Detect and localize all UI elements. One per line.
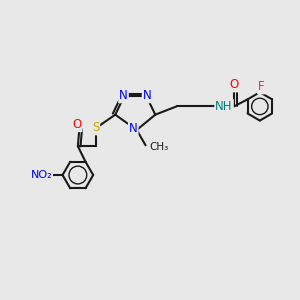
Text: NH: NH [215, 100, 233, 113]
Text: N: N [129, 122, 138, 135]
Text: CH₃: CH₃ [149, 142, 168, 152]
Text: O: O [229, 78, 239, 92]
Text: F: F [258, 80, 265, 94]
Text: O: O [72, 118, 82, 131]
Text: N: N [119, 89, 128, 102]
Text: S: S [92, 122, 99, 134]
Text: NO₂: NO₂ [31, 170, 52, 180]
Text: N: N [143, 89, 152, 102]
